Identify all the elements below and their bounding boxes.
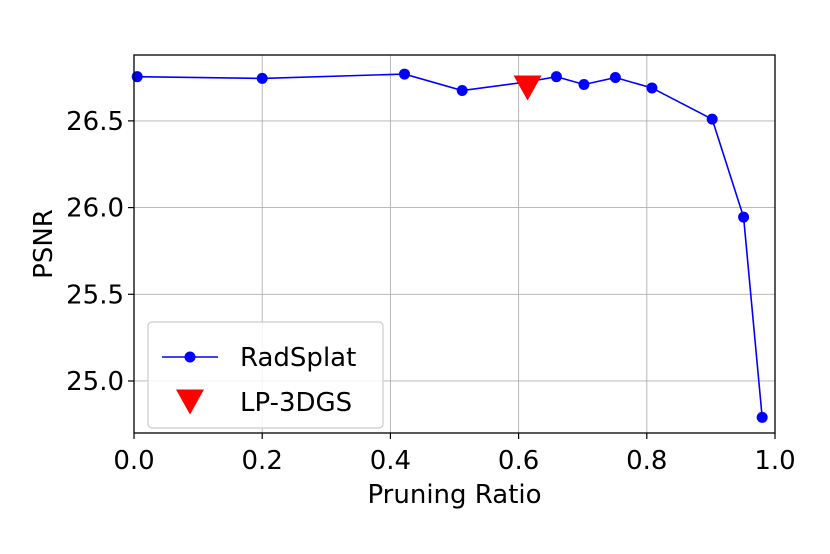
legend-lp3dgs-label: LP-3DGS [240,388,352,418]
y-tick-label: 26.5 [66,107,124,137]
radsplat-point [738,211,750,223]
radsplat-point [578,78,590,90]
legend-radsplat-label: RadSplat [240,343,356,373]
radsplat-point [256,72,268,84]
y-tick-label: 25.0 [66,367,124,397]
radsplat-line [137,73,763,418]
radsplat-point [646,82,658,94]
x-tick-label: 0.4 [370,446,411,476]
x-tick-label: 0.6 [498,446,539,476]
x-tick-label: 1.0 [754,446,795,476]
radsplat-point [706,113,718,125]
lp-3dgs-point [513,75,542,101]
axis-ticks: 0.0 0.2 0.4 0.6 0.8 1.0 25.0 25.5 26.0 26.5 [66,107,796,476]
plot-series [131,68,768,423]
legend-radsplat-marker [184,351,196,363]
radsplat-point [456,85,468,97]
x-tick-label: 0.2 [242,446,283,476]
y-axis-label: PSNR [29,209,59,279]
legend-box [147,321,384,429]
y-tick-label: 26.0 [66,194,124,224]
radsplat-point [399,68,411,80]
x-tick-label: 0.0 [113,446,154,476]
radsplat-point [609,72,621,84]
radsplat-point [550,71,562,83]
radsplat-point [756,411,768,423]
x-axis-label: Pruning Ratio [367,480,541,510]
legend-lp3dgs-marker [176,389,204,415]
legend: RadSplat LP-3DGS [147,321,384,429]
x-tick-label: 0.8 [626,446,667,476]
y-tick-label: 25.5 [66,280,124,310]
plot-frame [133,54,776,434]
